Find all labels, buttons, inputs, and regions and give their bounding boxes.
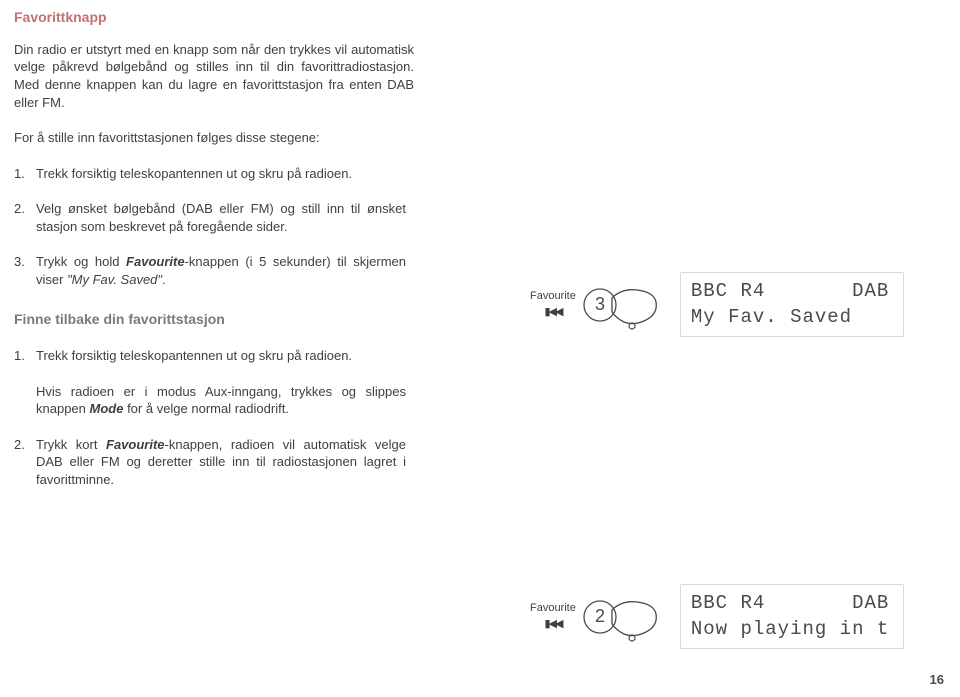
text-pre: Trykk og hold bbox=[36, 254, 126, 269]
text-bold-italic: Favourite bbox=[106, 437, 165, 452]
aux-note: Hvis radioen er i modus Aux-inngang, try… bbox=[14, 383, 946, 418]
text-bold-italic: Favourite bbox=[126, 254, 185, 269]
press-hand-icon: 3 bbox=[582, 278, 660, 332]
step-text: Velg ønsket bølgebånd (DAB eller FM) og … bbox=[36, 200, 406, 235]
text-pre: Trykk kort bbox=[36, 437, 106, 452]
sub-intro: For å stille inn favorittstasjonen følge… bbox=[14, 129, 414, 147]
step-number: 2. bbox=[14, 436, 36, 454]
step-number: 3. bbox=[14, 253, 36, 271]
press-count: 3 bbox=[595, 294, 605, 314]
illustration-row-2: Favourite ▮◀◀ 2 BBC R4 DAB Now playing i… bbox=[530, 584, 904, 649]
press-hand-icon: 2 bbox=[582, 590, 660, 644]
text-italic: "My Fav. Saved" bbox=[67, 272, 162, 287]
text-tail: . bbox=[162, 272, 166, 287]
step-number: 2. bbox=[14, 200, 36, 218]
lcd-display-2: BBC R4 DAB Now playing in t bbox=[680, 584, 904, 649]
step-number: 1. bbox=[14, 165, 36, 183]
lcd-line-2: My Fav. Saved bbox=[691, 306, 852, 328]
press-count: 2 bbox=[595, 606, 605, 626]
lcd-display-1: BBC R4 DAB My Fav. Saved bbox=[680, 272, 904, 337]
intro-paragraph: Din radio er utstyrt med en knapp som nå… bbox=[14, 41, 414, 111]
page-title: Favorittknapp bbox=[14, 8, 946, 27]
favourite-button-group: Favourite ▮◀◀ 2 bbox=[530, 590, 660, 644]
step-text: Hvis radioen er i modus Aux-inngang, try… bbox=[36, 383, 406, 418]
lcd-line-1: BBC R4 DAB bbox=[691, 592, 889, 614]
step-a2: 2. Velg ønsket bølgebånd (DAB eller FM) … bbox=[14, 200, 946, 235]
step-text: Trekk forsiktig teleskopantennen ut og s… bbox=[36, 165, 406, 183]
lcd-line-2: Now playing in t bbox=[691, 618, 889, 640]
text-bold-italic: Mode bbox=[90, 401, 124, 416]
illustration-row-1: Favourite ▮◀◀ 3 BBC R4 DAB My Fav. Saved bbox=[530, 272, 904, 337]
text-post: for å velge normal radiodrift. bbox=[123, 401, 288, 416]
step-c2: 2. Trykk kort Favourite-knappen, radioen… bbox=[14, 436, 946, 489]
step-b1: 1. Trekk forsiktig teleskopantennen ut o… bbox=[14, 347, 946, 365]
skip-back-icon: ▮◀◀ bbox=[544, 305, 561, 320]
step-a1: 1. Trekk forsiktig teleskopantennen ut o… bbox=[14, 165, 946, 183]
step-number: 1. bbox=[14, 347, 36, 365]
favourite-label: Favourite bbox=[530, 602, 576, 614]
step-text: Trekk forsiktig teleskopantennen ut og s… bbox=[36, 347, 406, 365]
favourite-label: Favourite bbox=[530, 290, 576, 302]
favourite-button-group: Favourite ▮◀◀ 3 bbox=[530, 278, 660, 332]
step-text: Trykk og hold Favourite-knappen (i 5 sek… bbox=[36, 253, 406, 288]
skip-back-icon: ▮◀◀ bbox=[544, 617, 561, 632]
step-text: Trykk kort Favourite-knappen, radioen vi… bbox=[36, 436, 406, 489]
lcd-line-1: BBC R4 DAB bbox=[691, 280, 889, 302]
page-number: 16 bbox=[930, 671, 944, 689]
